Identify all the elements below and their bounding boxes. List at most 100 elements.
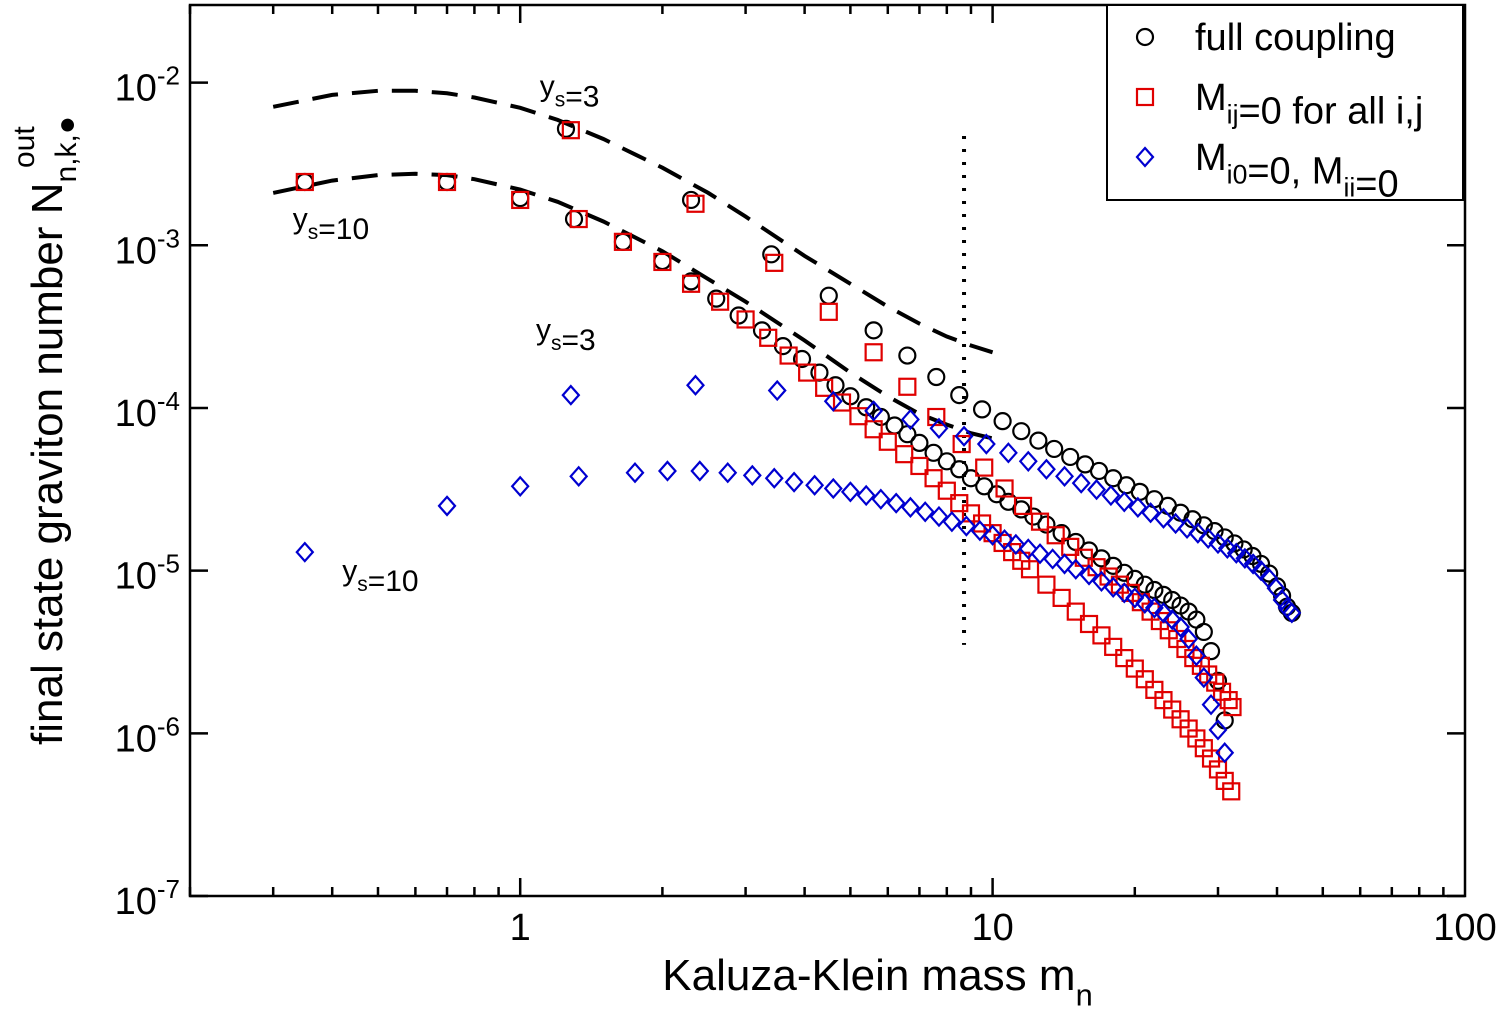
data-point-square: [1092, 626, 1111, 645]
data-point-diamond: [954, 425, 974, 447]
data-point-diamond: [864, 400, 884, 422]
data-point-diamond: [1135, 146, 1155, 168]
data-point-diamond: [510, 475, 530, 497]
data-point-circle: [681, 190, 701, 210]
data-point-square: [952, 434, 971, 454]
data-point-diamond: [1226, 542, 1246, 564]
data-point-circle: [924, 443, 943, 462]
data-point-circle: [810, 363, 829, 382]
data-point-diamond: [1179, 628, 1199, 650]
data-point-circle: [961, 469, 981, 488]
data-point-square: [711, 292, 730, 311]
data-point-diamond: [1087, 478, 1107, 501]
data-point-circle: [1260, 564, 1279, 583]
data-point-diamond: [840, 481, 860, 503]
series-mij: [561, 121, 1242, 717]
data-point-square: [832, 393, 852, 412]
data-point-diamond: [437, 495, 457, 517]
data-point-square: [924, 469, 943, 488]
data-point-circle: [707, 289, 726, 308]
data-point-circle: [564, 209, 584, 229]
data-point-square: [927, 407, 946, 427]
data-point-diamond: [956, 515, 976, 537]
y-tick-label: 10-2: [115, 61, 180, 110]
data-point-diamond: [1154, 507, 1173, 529]
data-point-square: [849, 407, 868, 426]
data-point-diamond: [1235, 547, 1255, 570]
data-point-square: [1074, 548, 1093, 567]
data-point-circle: [1125, 569, 1144, 588]
data-point-diamond: [742, 464, 762, 487]
data-point-diamond: [929, 505, 949, 528]
axes: 1 10 100 10-7 10-6 10-5 10-4 10-3 10-2: [115, 3, 1497, 949]
data-point-circle: [950, 385, 969, 405]
data-point-square: [864, 343, 883, 362]
data-point-circle: [1089, 461, 1109, 481]
data-point-circle: [950, 460, 969, 479]
data-point-diamond: [784, 471, 804, 493]
data-point-diamond: [1141, 502, 1161, 524]
data-point-diamond: [1215, 742, 1235, 764]
data-point-diamond: [1071, 472, 1091, 494]
data-point-diamond: [1282, 602, 1302, 624]
data-point-square: [1066, 602, 1085, 621]
legend-label-mij: Mij=0 for all i,j: [1195, 77, 1423, 132]
data-point-square: [1215, 771, 1234, 790]
data-point-square: [686, 194, 705, 213]
series-mi0: [295, 460, 1235, 764]
data-point-circle: [993, 412, 1012, 431]
data-point-circle: [1183, 510, 1202, 529]
data-point-square: [561, 121, 580, 140]
data-point-diamond: [983, 524, 1003, 546]
data-point-square: [613, 232, 633, 251]
data-point-diamond: [1006, 533, 1026, 556]
data-point-square: [759, 328, 778, 347]
data-point-diamond: [1125, 587, 1145, 609]
data-point-diamond: [1208, 719, 1228, 741]
data-point-circle: [1024, 507, 1043, 526]
legend-label-full: full coupling: [1195, 17, 1396, 59]
data-point-circle: [864, 321, 883, 340]
data-point-square: [937, 481, 956, 500]
data-point-square: [1145, 680, 1164, 699]
data-point-diamond: [1188, 522, 1208, 544]
plot-area: [272, 88, 1302, 801]
data-point-square: [1052, 588, 1071, 607]
data-point-diamond: [295, 541, 315, 563]
y-tick-label: 10-4: [115, 386, 180, 435]
data-point-circle: [792, 349, 812, 369]
data-point-diamond: [856, 484, 876, 507]
dashed-curve-1: [272, 88, 994, 355]
data-point-diamond: [1091, 570, 1111, 592]
data-point-diamond: [1208, 532, 1228, 555]
data-point-square: [765, 253, 784, 272]
data-point-square: [819, 302, 838, 321]
data-point-circle: [773, 337, 793, 356]
data-point-diamond: [625, 462, 645, 484]
annotation-3: ys=3: [536, 313, 596, 357]
dashed-curve-2: [272, 171, 994, 441]
data-point-diamond: [1066, 558, 1086, 580]
data-point-diamond: [718, 462, 738, 484]
y-tick-label: 10-5: [115, 549, 180, 598]
data-point-square: [779, 346, 798, 365]
x-tick-label: 1: [510, 907, 531, 949]
data-point-diamond: [970, 520, 990, 542]
data-point-square: [437, 172, 457, 192]
data-point-circle: [819, 286, 838, 305]
data-point-diamond: [900, 496, 920, 518]
data-point-diamond: [1217, 537, 1237, 560]
data-point-square: [878, 432, 897, 451]
data-point-circle: [1201, 642, 1221, 661]
data-point-square: [295, 172, 314, 192]
data-point-circle: [1029, 431, 1048, 450]
data-point-diamond: [686, 374, 705, 396]
x-axis-label: Kaluza-Klein mass mn: [662, 951, 1092, 1012]
data-point-square: [1037, 575, 1056, 594]
data-point-square: [1030, 512, 1050, 531]
data-point-square: [1208, 760, 1228, 779]
data-point-square: [1135, 670, 1154, 689]
data-point-circle: [1037, 515, 1056, 534]
data-point-diamond: [1079, 564, 1099, 586]
